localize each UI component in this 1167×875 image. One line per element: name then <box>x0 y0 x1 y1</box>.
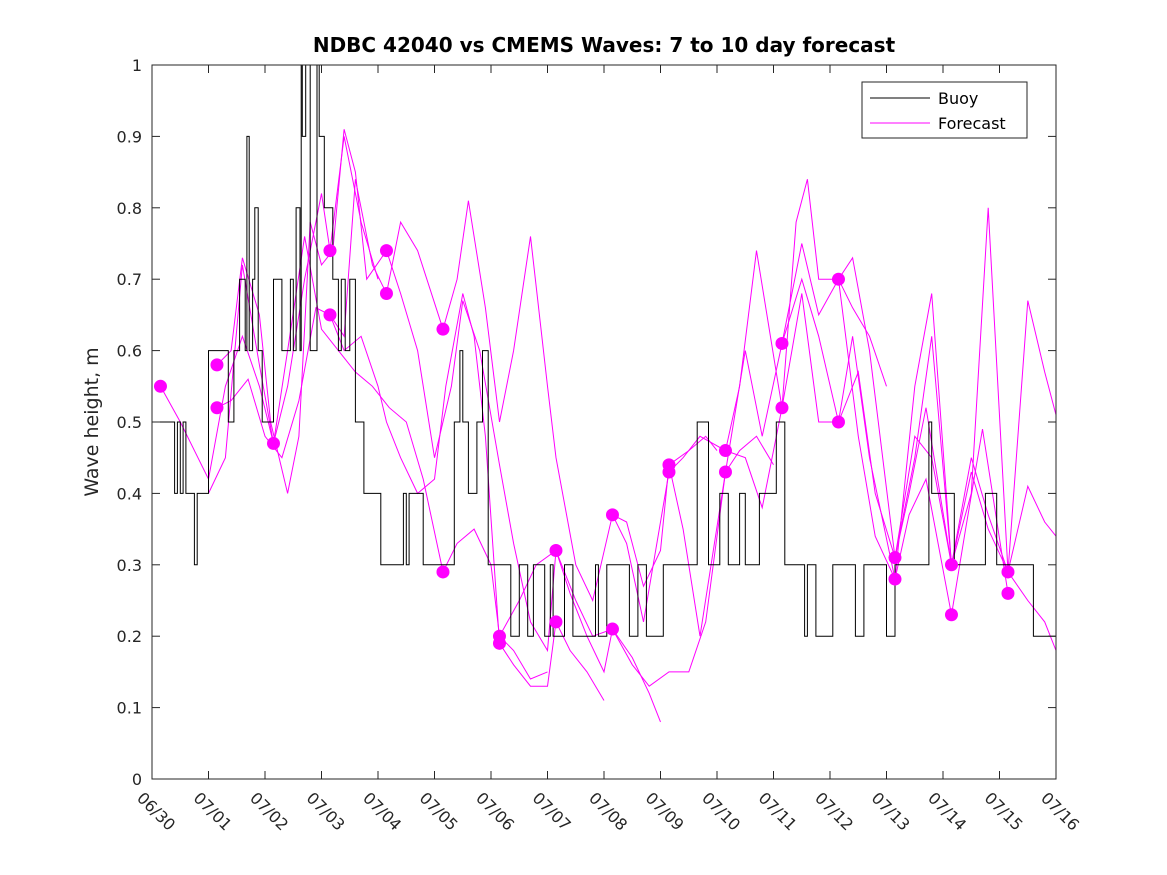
y-tick-label: 0.1 <box>117 699 142 718</box>
forecast-line-8 <box>499 435 774 687</box>
forecast-marker <box>436 322 450 336</box>
forecast-marker <box>775 336 789 350</box>
y-tick-label: 0.3 <box>117 556 142 575</box>
forecast-marker <box>1001 586 1015 600</box>
buoy-line <box>152 64 1056 637</box>
forecast-marker <box>436 565 450 579</box>
x-tick-label: 07/01 <box>190 788 236 834</box>
legend-box <box>861 81 1028 139</box>
x-tick-label: 07/04 <box>359 788 405 834</box>
y-tick-label: 0.2 <box>117 627 142 646</box>
forecast-marker <box>153 379 167 393</box>
forecast-marker <box>831 272 845 286</box>
y-tick-label: 0.4 <box>117 484 142 503</box>
x-tick-label: 07/10 <box>698 788 744 834</box>
forecast-marker <box>662 465 676 479</box>
forecast-marker <box>718 465 732 479</box>
x-tick-label: 07/08 <box>585 788 631 834</box>
forecast-line-9 <box>612 179 887 623</box>
x-tick-label: 07/06 <box>472 788 518 834</box>
forecast-line-12 <box>781 207 1057 651</box>
x-tick-label: 07/11 <box>755 788 801 834</box>
forecast-line-10 <box>668 243 952 637</box>
forecast-line-5 <box>329 293 605 701</box>
y-tick-label: 0 <box>132 770 142 789</box>
forecast-marker <box>492 636 506 650</box>
forecast-marker <box>605 508 619 522</box>
marker-layer <box>153 244 1015 650</box>
forecast-marker <box>944 608 958 622</box>
y-tick-label: 0.9 <box>117 127 142 146</box>
forecast-marker <box>888 551 902 565</box>
x-tick-label: 07/05 <box>416 788 462 834</box>
forecast-marker <box>718 444 732 458</box>
legend-label-buoy: Buoy <box>938 89 978 108</box>
y-tick-label: 0.8 <box>117 199 142 218</box>
x-tick-label: 07/16 <box>1037 788 1083 834</box>
forecast-marker <box>605 622 619 636</box>
x-tick-label: 07/15 <box>981 788 1027 834</box>
x-tick-label: 07/03 <box>303 788 349 834</box>
forecast-marker <box>888 572 902 586</box>
forecast-marker <box>210 358 224 372</box>
chart-title: NDBC 42040 vs CMEMS Waves: 7 to 10 day f… <box>313 33 896 57</box>
x-tick-label: 07/02 <box>246 788 292 834</box>
forecast-marker <box>1001 565 1015 579</box>
forecast-marker <box>210 401 224 415</box>
y-tick-label: 0.6 <box>117 342 142 361</box>
forecast-marker <box>549 544 563 558</box>
forecast-line-14 <box>894 336 1057 574</box>
x-tick-label: 07/13 <box>868 788 914 834</box>
x-tick-label: 07/07 <box>529 788 575 834</box>
forecast-marker <box>379 286 393 300</box>
x-tick-label: 07/14 <box>924 788 970 834</box>
y-tick-label: 0.5 <box>117 413 142 432</box>
legend-label-forecast: Forecast <box>938 114 1006 133</box>
x-tick-label: 07/12 <box>811 788 857 834</box>
forecast-line-2 <box>216 129 387 494</box>
y-tick-label: 1 <box>132 56 142 75</box>
x-tick-label: 06/30 <box>133 788 179 834</box>
plot-area-background <box>152 65 1056 779</box>
forecast-line-11 <box>725 293 1009 615</box>
forecast-marker <box>379 244 393 258</box>
y-axis: 0 0.1 0.2 0.3 0.4 0.5 0.6 0.7 0.8 0.9 1 <box>117 56 1056 789</box>
legend: Buoy Forecast <box>861 81 1028 139</box>
forecast-marker <box>323 308 337 322</box>
y-tick-label: 0.7 <box>117 270 142 289</box>
forecast-marker <box>944 558 958 572</box>
forecast-marker <box>323 244 337 258</box>
forecast-marker <box>831 415 845 429</box>
forecast-marker <box>266 436 280 450</box>
y-axis-label: Wave height, m <box>81 347 103 496</box>
forecast-marker <box>549 615 563 629</box>
forecast-marker <box>775 401 789 415</box>
x-tick-label: 07/09 <box>642 788 688 834</box>
